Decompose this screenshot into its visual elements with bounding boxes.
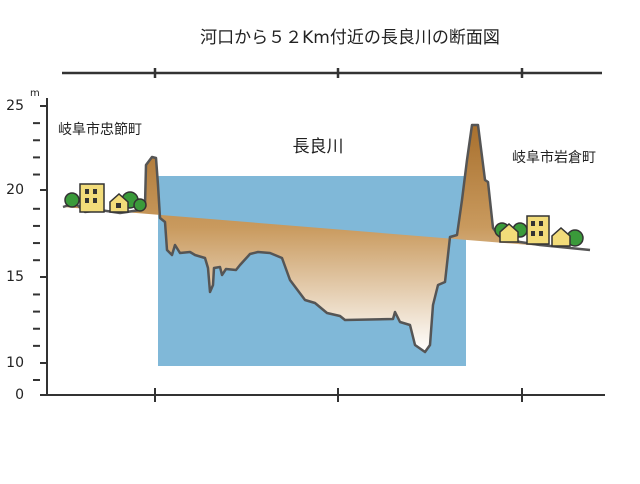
- river-label: 長良川: [293, 137, 344, 157]
- unit-label: m: [30, 88, 40, 99]
- terrain: [62, 123, 591, 354]
- left-town: [64, 183, 147, 213]
- left-bank-label: 岐阜市忠節町: [58, 121, 142, 138]
- y-tick-label: 25: [6, 98, 24, 114]
- y-tick-label: 0: [15, 387, 24, 403]
- right-town: [494, 215, 584, 247]
- y-tick-label: 10: [6, 355, 24, 371]
- y-tick-label: 15: [6, 269, 24, 285]
- y-tick-label: 20: [6, 182, 24, 198]
- top-scale: [62, 68, 602, 78]
- y-axis: [46, 98, 605, 402]
- right-bank-label: 岐阜市岩倉町: [512, 149, 596, 166]
- title: 河口から５２Km付近の長良川の断面図: [200, 28, 500, 48]
